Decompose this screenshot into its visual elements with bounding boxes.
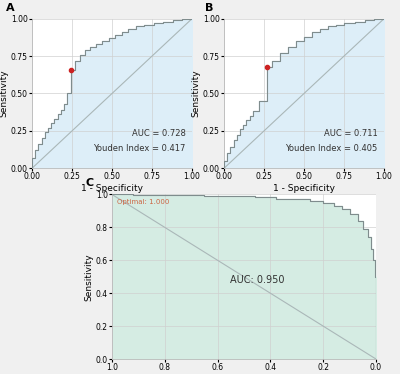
Text: B: B xyxy=(205,3,213,13)
Text: Optimal: 1.000: Optimal: 1.000 xyxy=(117,199,170,205)
Text: AUC: 0.950: AUC: 0.950 xyxy=(230,275,284,285)
Y-axis label: Sensitivity: Sensitivity xyxy=(0,70,8,117)
X-axis label: 1 - Specificity: 1 - Specificity xyxy=(81,184,143,193)
Text: AUC = 0.711: AUC = 0.711 xyxy=(324,129,378,138)
Y-axis label: Sensitivity: Sensitivity xyxy=(84,253,93,301)
Text: A: A xyxy=(6,3,15,13)
Y-axis label: Sensitivity: Sensitivity xyxy=(191,70,200,117)
X-axis label: 1 - Specificity: 1 - Specificity xyxy=(273,184,335,193)
Text: Youden Index = 0.417: Youden Index = 0.417 xyxy=(93,144,186,153)
Text: AUC = 0.728: AUC = 0.728 xyxy=(132,129,186,138)
Text: Youden Index = 0.405: Youden Index = 0.405 xyxy=(285,144,378,153)
Text: C: C xyxy=(86,178,94,188)
